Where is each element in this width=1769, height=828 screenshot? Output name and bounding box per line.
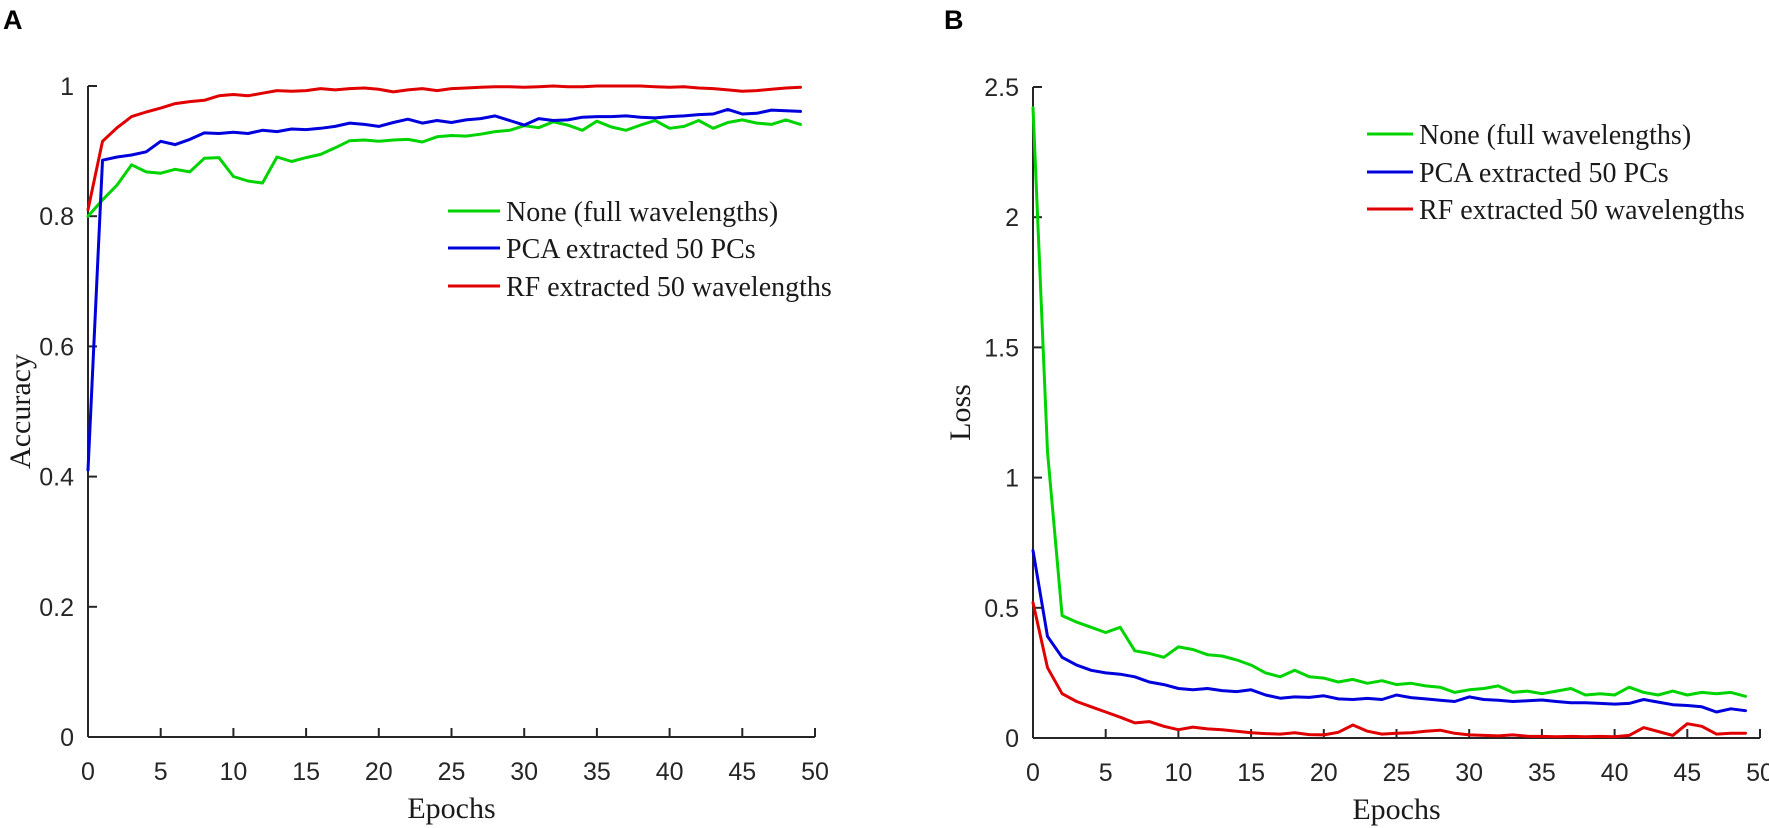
y-tick-label: 0: [1005, 725, 1019, 753]
series-line-pca-extracted-50-pcs: [86, 107, 802, 472]
x-tick-label: 40: [1601, 759, 1629, 787]
legend-label: None (full wavelengths): [506, 197, 778, 228]
legend: None (full wavelengths) PCA extracted 50 …: [448, 197, 832, 303]
y-tick-label: 0.4: [39, 464, 74, 492]
series-line-pca-extracted-50-pcs: [1031, 549, 1747, 714]
x-tick-label: 45: [728, 758, 756, 786]
x-tick-label: 40: [656, 758, 684, 786]
x-tick-label: 35: [583, 758, 611, 786]
x-axis-title: Epochs: [407, 792, 495, 825]
y-axis-ticks: 0 0.2 0.4 0.6 0.8 1: [39, 73, 97, 752]
series-line-rf-extracted-50-wavelengths: [86, 84, 802, 212]
series-lines: [86, 84, 802, 472]
panel-b-letter: B: [944, 5, 964, 35]
y-tick-label: 1.5: [984, 334, 1019, 362]
x-tick-label: 30: [510, 758, 538, 786]
accuracy-chart: 0 5 10 15 20 25 30 35 40 45 50 0 0.2 0.4 0.6 0.8 1 Epochs…: [4, 73, 832, 825]
legend-label: PCA extracted 50 PCs: [1419, 158, 1669, 189]
x-tick-label: 25: [1383, 759, 1411, 787]
series-line-none-full-wavelengths: [86, 118, 802, 218]
x-tick-label: 10: [1164, 759, 1192, 787]
x-tick-label: 20: [365, 758, 393, 786]
legend: None (full wavelengths) PCA extracted 50 …: [1367, 120, 1745, 226]
panel-loss: B 0 5 10 15 20 25 30 35 40 45 50 0 0.5 1 1.5 2 2.5 Epochs…: [900, 0, 1769, 828]
x-tick-label: 5: [154, 758, 168, 786]
series-line-rf-extracted-50-wavelengths: [1031, 601, 1747, 739]
panel-a-letter: A: [3, 5, 23, 35]
x-tick-label: 10: [219, 758, 247, 786]
x-tick-label: 50: [1746, 759, 1769, 787]
legend-label: None (full wavelengths): [1419, 120, 1691, 151]
series-lines: [1031, 106, 1747, 739]
y-tick-label: 0: [60, 724, 74, 752]
y-axis-title: Loss: [944, 384, 977, 441]
y-tick-label: 0.5: [984, 595, 1019, 623]
axes: [87, 86, 815, 738]
y-tick-label: 2: [1005, 204, 1019, 232]
x-tick-label: 15: [292, 758, 320, 786]
y-tick-label: 1: [60, 73, 74, 101]
y-tick-label: 2.5: [984, 74, 1019, 102]
loss-chart: 0 5 10 15 20 25 30 35 40 45 50 0 0.5 1 1.5 2 2.5 Epochs Lo…: [944, 74, 1769, 826]
x-axis-ticks: 0 5 10 15 20 25 30 35 40 45 50: [81, 728, 829, 786]
x-tick-label: 15: [1237, 759, 1265, 787]
x-tick-label: 45: [1673, 759, 1701, 787]
legend-label: RF extracted 50 wavelengths: [506, 272, 832, 303]
x-tick-label: 30: [1455, 759, 1483, 787]
series-line-none-full-wavelengths: [1031, 106, 1747, 698]
legend-label: PCA extracted 50 PCs: [506, 234, 756, 265]
x-tick-label: 50: [801, 758, 829, 786]
y-tick-label: 0.6: [39, 333, 74, 361]
legend-label: RF extracted 50 wavelengths: [1419, 195, 1745, 226]
y-tick-label: 1: [1005, 465, 1019, 493]
x-axis-ticks: 0 5 10 15 20 25 30 35 40 45 50: [1026, 729, 1769, 787]
panel-accuracy: A 0 5 10 15 20 25 30 35 40 45 50 0 0.2 0.4 0.6 0.8 1 Epoc…: [3, 5, 832, 825]
y-axis-title: Accuracy: [4, 354, 37, 469]
x-tick-label: 5: [1099, 759, 1113, 787]
x-tick-label: 25: [438, 758, 466, 786]
x-tick-label: 0: [1026, 759, 1040, 787]
y-axis-ticks: 0 0.5 1 1.5 2 2.5: [984, 74, 1042, 753]
y-tick-label: 0.2: [39, 594, 74, 622]
x-tick-label: 0: [81, 758, 95, 786]
x-axis-title: Epochs: [1352, 793, 1440, 826]
y-tick-label: 0.8: [39, 203, 74, 231]
x-tick-label: 20: [1310, 759, 1338, 787]
x-tick-label: 35: [1528, 759, 1556, 787]
